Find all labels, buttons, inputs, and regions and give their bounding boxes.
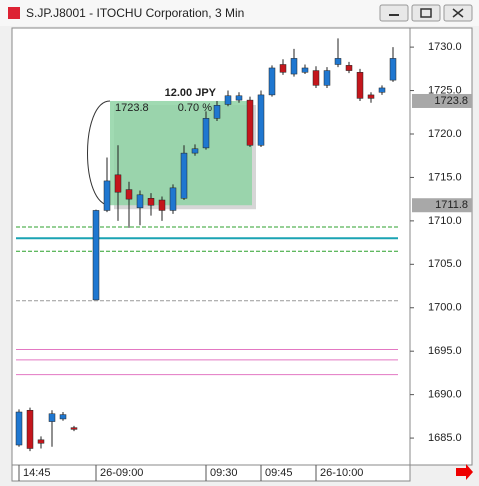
candle-body [202, 118, 210, 149]
candle-body [334, 58, 342, 65]
measure-bracket [87, 100, 111, 206]
candle-body [114, 174, 122, 193]
candle-body [70, 427, 78, 430]
candle-body [279, 64, 287, 73]
candle-body [15, 411, 23, 446]
y-tick-label: 1705.0 [428, 258, 462, 270]
candle-body [136, 194, 144, 209]
x-tick-label: 09:30 [210, 467, 238, 479]
candle-body [257, 94, 265, 146]
y-tick-label: 1700.0 [428, 302, 462, 314]
measure-price: 1723.8 [115, 102, 149, 114]
candle-body [367, 94, 375, 99]
window-title: S.JP.J8001 - ITOCHU Corporation, 3 Min [26, 6, 244, 20]
candle-body [158, 199, 166, 211]
candle-body [345, 65, 353, 71]
y-tick-label: 1715.0 [428, 171, 462, 183]
candle-body [224, 95, 232, 105]
close-icon [452, 8, 464, 18]
x-tick-label: 26-09:00 [100, 467, 143, 479]
candle-body [191, 148, 199, 154]
app-icon [8, 7, 20, 19]
y-tick-label: 1730.0 [428, 41, 462, 53]
candle-body [180, 152, 188, 199]
candle-body [103, 180, 111, 211]
candle-body [125, 189, 133, 200]
y-tick-label: 1695.0 [428, 345, 462, 357]
candle-body [59, 414, 67, 420]
candle-body [268, 67, 276, 96]
measure-percent: 0.70 % [178, 102, 212, 114]
candle-body [169, 187, 177, 211]
candle-body [378, 87, 386, 93]
price-label: 1723.8 [434, 95, 468, 107]
y-tick-label: 1720.0 [428, 128, 462, 140]
candle-body [26, 410, 34, 449]
scroll-arrow[interactable] [456, 464, 473, 480]
x-tick-label: 26-10:00 [320, 467, 363, 479]
candle-body [213, 105, 221, 119]
candle-body [48, 413, 56, 422]
candle-body [323, 70, 331, 86]
price-label-box [412, 93, 472, 108]
minimize-button[interactable] [379, 4, 409, 22]
x-axis-area [11, 464, 411, 482]
candle-body [301, 67, 309, 73]
window-buttons [379, 4, 473, 22]
candle-body [290, 58, 298, 75]
candle-body [312, 70, 320, 86]
candle-body [356, 72, 364, 99]
x-tick-label: 09:45 [265, 467, 293, 479]
plot-area [11, 27, 411, 466]
y-tick-label: 1685.0 [428, 432, 462, 444]
candle-body [147, 198, 155, 206]
y-tick-label: 1710.0 [428, 215, 462, 227]
candle-body [37, 439, 45, 444]
price-label: 1711.8 [435, 199, 468, 211]
x-tick-label: 14:45 [23, 467, 51, 479]
candle-body [389, 58, 397, 81]
maximize-icon [420, 8, 432, 18]
price-label-box [412, 198, 472, 213]
candle-body [92, 210, 100, 301]
candle-body [246, 99, 254, 146]
maximize-button[interactable] [411, 4, 441, 22]
measure-change: 12.00 JPY [165, 87, 217, 99]
y-tick-label: 1690.0 [428, 389, 462, 401]
candle-body [235, 95, 243, 101]
y-tick-label: 1725.0 [428, 84, 462, 96]
